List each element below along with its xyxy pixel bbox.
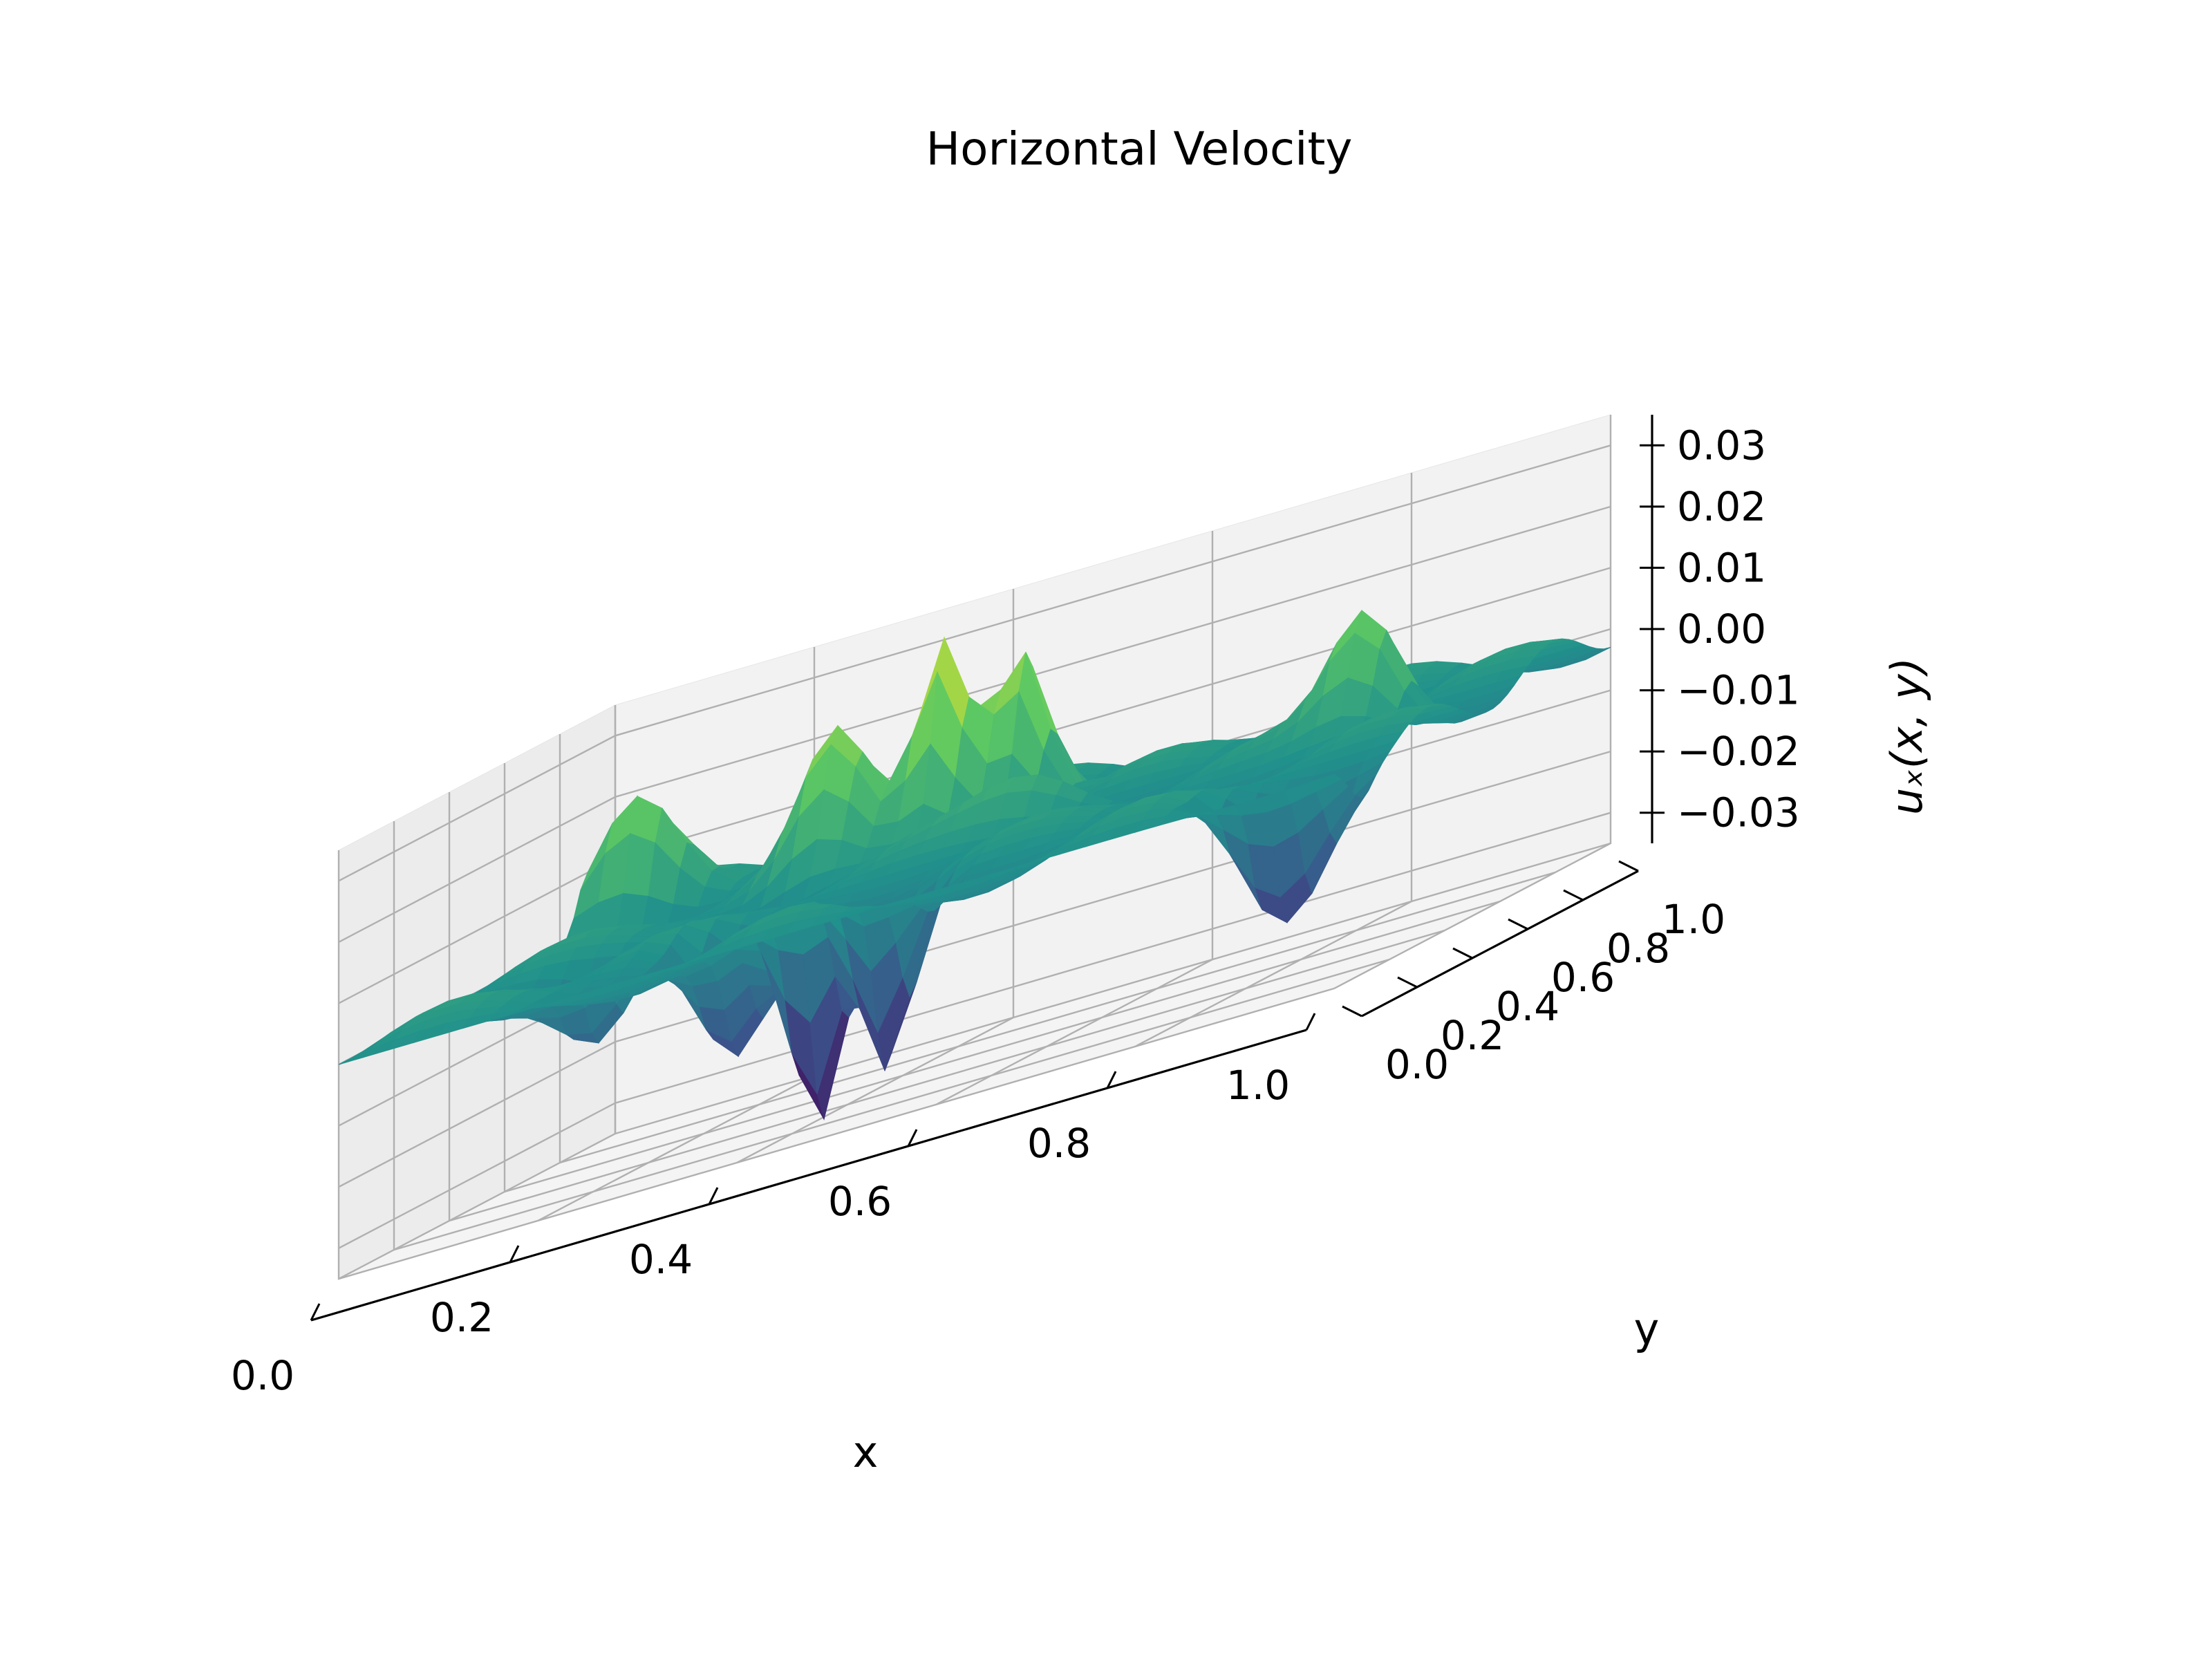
- x-tick-mark: [1106, 1071, 1117, 1089]
- x-tick-mark: [708, 1187, 719, 1205]
- z-axis-label: uₓ(x, y): [1882, 657, 1932, 815]
- y-tick-mark: [1618, 860, 1639, 872]
- x-axis-line: [310, 1029, 1307, 1322]
- y-grid-line: [503, 763, 1501, 1193]
- x-tick-label: 0.0: [231, 1352, 294, 1399]
- x-tick-label: 0.4: [629, 1236, 693, 1283]
- x-axis-label: x: [853, 1427, 879, 1477]
- z-tick-label: 0.02: [1677, 483, 1766, 530]
- x-tick-label: 0.2: [430, 1294, 494, 1341]
- y-axis-label: y: [1634, 1304, 1660, 1354]
- z-tick-label: −0.02: [1677, 728, 1800, 775]
- y-grid-line: [448, 792, 1445, 1222]
- x-tick-mark: [310, 1303, 321, 1321]
- y-tick-label: 0.6: [1551, 954, 1615, 1001]
- x-tick-label: 1.0: [1226, 1062, 1290, 1109]
- y-tick-label: 1.0: [1662, 896, 1725, 943]
- z-tick-label: −0.03: [1677, 789, 1800, 836]
- y-grid-line: [393, 821, 1390, 1251]
- x-tick-mark: [1305, 1013, 1316, 1031]
- x-tick-mark: [907, 1129, 918, 1147]
- x-tick-label: 0.8: [1027, 1120, 1091, 1167]
- y-tick-mark: [1397, 976, 1418, 988]
- z-tick-label: −0.01: [1677, 667, 1800, 714]
- y-axis-line: [1361, 870, 1639, 1018]
- chart-title: Horizontal Velocity: [926, 122, 1353, 176]
- z-tick-label: 0.03: [1677, 422, 1766, 469]
- y-tick-mark: [1508, 918, 1528, 930]
- tick-labels: 0.00.20.40.60.81.0 0.00.20.40.60.81.0−0.0…: [231, 422, 1800, 1399]
- surface-patch: [1309, 774, 1342, 792]
- y-tick-label: 0.4: [1496, 983, 1559, 1030]
- y-tick-label: 0.2: [1441, 1012, 1504, 1059]
- z-grid-line: [338, 505, 1611, 943]
- z-tick-label: 0.01: [1677, 544, 1766, 591]
- y-tick-label: 0.0: [1385, 1041, 1449, 1088]
- x-tick-mark: [509, 1245, 520, 1263]
- z-grid-line: [338, 444, 1611, 882]
- z-tick-label: 0.00: [1677, 606, 1766, 653]
- surface-plot: [338, 610, 1611, 1121]
- y-grid-line: [559, 734, 1556, 1164]
- y-tick-mark: [1342, 1005, 1362, 1018]
- y-tick-label: 0.8: [1606, 925, 1670, 972]
- x-tick-label: 0.6: [828, 1178, 892, 1225]
- y-tick-mark: [1563, 889, 1584, 901]
- y-grid-line: [337, 850, 1335, 1280]
- y-tick-mark: [1452, 947, 1473, 959]
